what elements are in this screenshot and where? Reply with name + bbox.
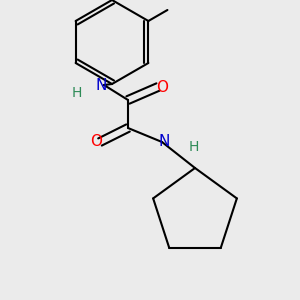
Text: N: N [158, 134, 170, 149]
Text: H: H [72, 86, 82, 100]
Text: N: N [95, 77, 107, 92]
Text: H: H [189, 140, 199, 154]
Text: O: O [156, 80, 168, 94]
Text: O: O [90, 134, 102, 149]
